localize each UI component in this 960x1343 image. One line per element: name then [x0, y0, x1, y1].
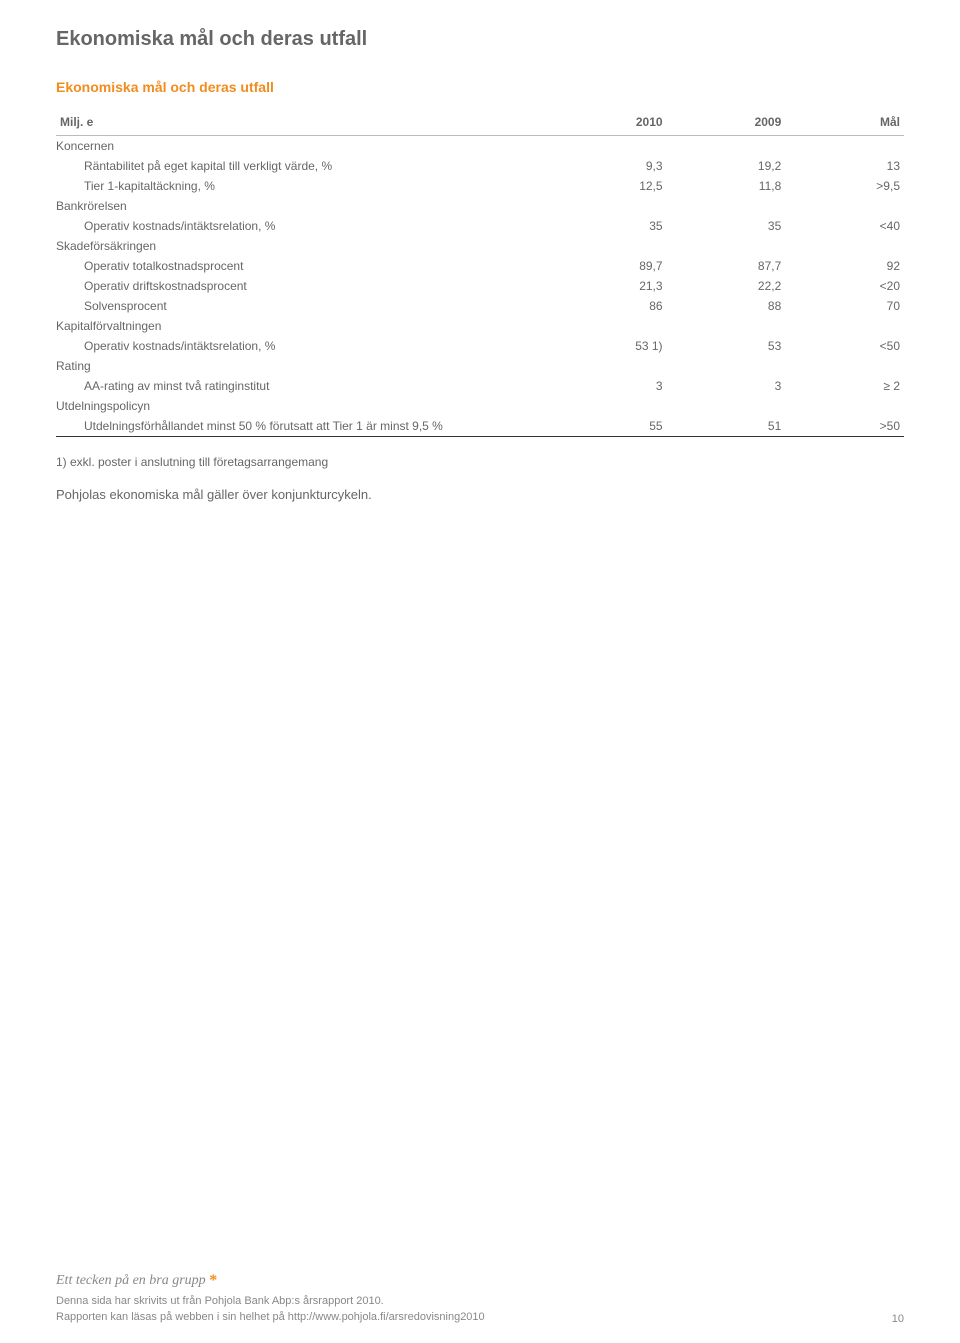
row-value: <50 — [785, 336, 904, 356]
section-title: Ekonomiska mål och deras utfall — [56, 79, 904, 95]
row-value: 35 — [548, 216, 667, 236]
row-value: 12,5 — [548, 176, 667, 196]
row-value: 19,2 — [667, 156, 786, 176]
table-row: Operativ driftskostnadsprocent21,322,2<2… — [56, 276, 904, 296]
table-row: Operativ totalkostnadsprocent89,787,792 — [56, 256, 904, 276]
row-label: Operativ kostnads/intäktsrelation, % — [56, 216, 548, 236]
page-footer: Ett tecken på en bra grupp * Denna sida … — [0, 1272, 960, 1325]
table-row: AA-rating av minst två ratinginstitut33≥… — [56, 376, 904, 396]
row-value: 70 — [785, 296, 904, 316]
row-value: >9,5 — [785, 176, 904, 196]
row-value: 88 — [667, 296, 786, 316]
table-row: Utdelningsförhållandet minst 50 % föruts… — [56, 416, 904, 437]
table-row: Tier 1-kapitaltäckning, %12,511,8>9,5 — [56, 176, 904, 196]
row-value: 87,7 — [667, 256, 786, 276]
page-number: 10 — [892, 1313, 904, 1325]
section-label: Utdelningspolicyn — [56, 396, 904, 416]
header-mal: Mål — [785, 109, 904, 136]
footer-slogan-text: Ett tecken på en bra grupp — [56, 1273, 209, 1288]
row-value: 22,2 — [667, 276, 786, 296]
section-label: Koncernen — [56, 136, 904, 157]
row-value: 53 1) — [548, 336, 667, 356]
row-value: 13 — [785, 156, 904, 176]
row-value: 53 — [667, 336, 786, 356]
row-value: <40 — [785, 216, 904, 236]
table-row: Skadeförsäkringen — [56, 236, 904, 256]
table-row: Operativ kostnads/intäktsrelation, %53 1… — [56, 336, 904, 356]
row-label: Operativ kostnads/intäktsrelation, % — [56, 336, 548, 356]
footer-line-1: Denna sida har skrivits ut från Pohjola … — [56, 1294, 904, 1309]
row-label: Utdelningsförhållandet minst 50 % föruts… — [56, 416, 548, 437]
row-value: 11,8 — [667, 176, 786, 196]
row-value: 21,3 — [548, 276, 667, 296]
row-value: 55 — [548, 416, 667, 437]
section-label: Kapitalförvaltningen — [56, 316, 904, 336]
section-label: Skadeförsäkringen — [56, 236, 904, 256]
row-label: Solvensprocent — [56, 296, 548, 316]
table-row: Bankrörelsen — [56, 196, 904, 216]
row-value: >50 — [785, 416, 904, 437]
row-value: 51 — [667, 416, 786, 437]
page-title: Ekonomiska mål och deras utfall — [56, 28, 904, 51]
header-2010: 2010 — [548, 109, 667, 136]
row-value: 9,3 — [548, 156, 667, 176]
section-label: Bankrörelsen — [56, 196, 904, 216]
table-row: Utdelningspolicyn — [56, 396, 904, 416]
footer-slogan: Ett tecken på en bra grupp * — [56, 1272, 904, 1290]
table-row: Räntabilitet på eget kapital till verkli… — [56, 156, 904, 176]
header-unit: Milj. e — [56, 109, 548, 136]
row-label: Räntabilitet på eget kapital till verkli… — [56, 156, 548, 176]
table-row: Rating — [56, 356, 904, 376]
row-value: <20 — [785, 276, 904, 296]
row-value: 89,7 — [548, 256, 667, 276]
row-value: 86 — [548, 296, 667, 316]
row-value: ≥ 2 — [785, 376, 904, 396]
table-row: Operativ kostnads/intäktsrelation, %3535… — [56, 216, 904, 236]
table-footnote: 1) exkl. poster i anslutning till företa… — [56, 455, 904, 469]
row-label: Operativ totalkostnadsprocent — [56, 256, 548, 276]
table-row: Koncernen — [56, 136, 904, 157]
table-row: Solvensprocent868870 — [56, 296, 904, 316]
financial-targets-table: Milj. e 2010 2009 Mål KoncernenRäntabili… — [56, 109, 904, 437]
section-label: Rating — [56, 356, 904, 376]
body-paragraph: Pohjolas ekonomiska mål gäller över konj… — [56, 487, 904, 502]
row-label: AA-rating av minst två ratinginstitut — [56, 376, 548, 396]
header-2009: 2009 — [667, 109, 786, 136]
row-value: 3 — [548, 376, 667, 396]
footer-line-2: Rapporten kan läsas på webben i sin helh… — [56, 1310, 904, 1325]
table-header-row: Milj. e 2010 2009 Mål — [56, 109, 904, 136]
star-icon: * — [209, 1272, 217, 1289]
row-value: 92 — [785, 256, 904, 276]
table-row: Kapitalförvaltningen — [56, 316, 904, 336]
row-value: 3 — [667, 376, 786, 396]
row-label: Operativ driftskostnadsprocent — [56, 276, 548, 296]
row-label: Tier 1-kapitaltäckning, % — [56, 176, 548, 196]
row-value: 35 — [667, 216, 786, 236]
